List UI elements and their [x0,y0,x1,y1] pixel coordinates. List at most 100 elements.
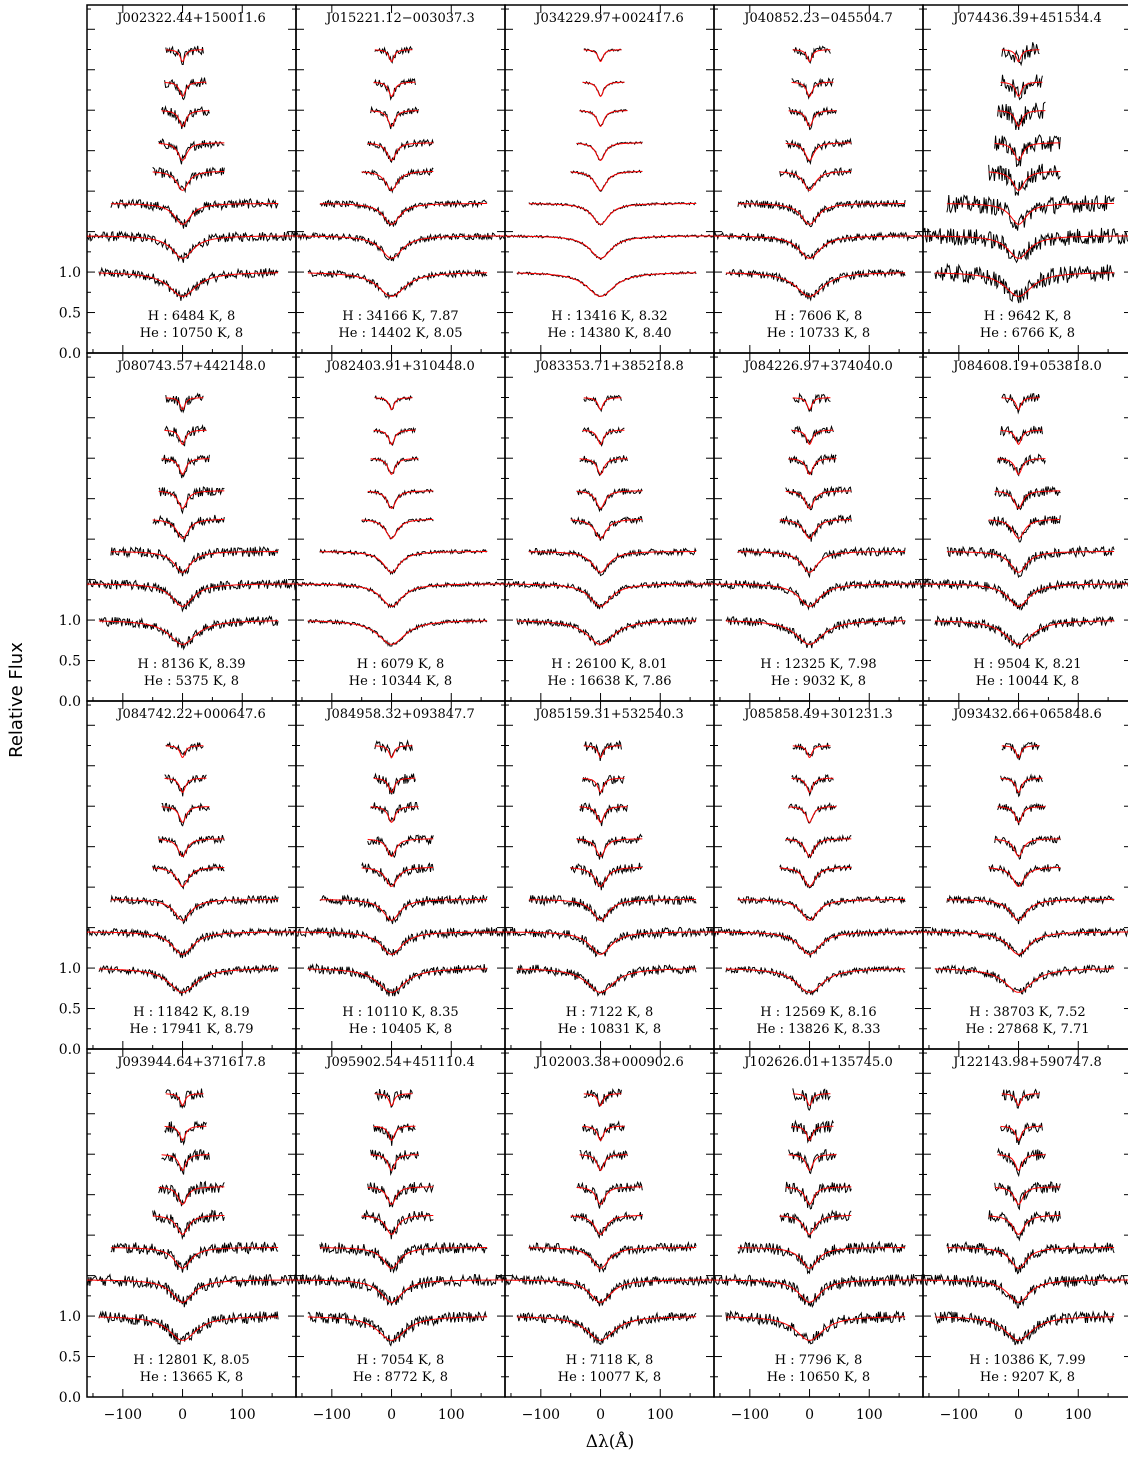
model-spectrum-line [714,583,923,607]
x-tick-label: 100 [856,1407,883,1423]
model-spectrum-line [994,1186,1061,1205]
y-tick-label: 0.5 [59,306,81,322]
panel-title: J080743.57+442148.0 [115,359,265,374]
observed-spectrum-line [295,231,506,262]
model-spectrum-line [997,458,1046,476]
model-spectrum-line [1001,397,1040,411]
model-spectrum-line [934,620,1115,645]
model-spectrum-line [110,203,279,225]
observed-spectrum-line [367,834,434,859]
model-spectrum-line [988,867,1061,887]
observed-spectrum-line [988,1210,1061,1242]
observed-spectrum-line [994,134,1061,167]
x-tick-label: 0 [387,1407,396,1423]
h-fit-label: H : 7054 K, 8 [357,1353,444,1368]
he-fit-label: He : 10077 K, 8 [558,1370,661,1385]
model-spectrum-line [791,81,834,98]
model-spectrum-line [923,235,1128,259]
x-tick-label: −100 [313,1407,351,1423]
model-spectrum-line [367,1186,434,1205]
panel-title: J085858.49+301231.3 [742,707,892,722]
he-fit-label: He : 10344 K, 8 [349,674,452,689]
observed-spectrum-line [528,894,697,923]
model-spectrum-line [110,1247,279,1269]
model-spectrum-line [373,81,416,98]
model-spectrum-line [946,551,1115,573]
he-fit-label: He : 10831 K, 8 [558,1022,661,1037]
model-spectrum-line [582,777,625,794]
observed-spectrum-line [367,1181,434,1208]
observed-spectrum-line [582,426,625,447]
model-spectrum-line [367,838,434,857]
x-tick-label: −100 [940,1407,978,1423]
observed-spectrum-line [319,894,488,925]
y-tick-label: 0.0 [59,1042,81,1058]
he-fit-label: He : 10405 K, 8 [349,1022,452,1037]
panel-title: J084226.97+374040.0 [742,359,892,374]
observed-spectrum-line [579,1149,628,1172]
he-fit-label: He : 14380 K, 8.40 [547,326,671,341]
panel-6: J080743.57+442148.0 H : 8136 K, 8.39 He : … [86,352,297,702]
observed-spectrum-line [516,270,697,298]
model-spectrum-line [779,519,852,539]
model-spectrum-line [737,551,906,573]
model-spectrum-line [373,1125,416,1142]
observed-spectrum-line [98,1310,279,1346]
observed-spectrum-line [946,194,1115,231]
x-tick-label: −100 [731,1407,769,1423]
observed-spectrum-line [713,927,924,958]
model-spectrum-line [319,203,488,225]
model-spectrum-line [164,81,207,98]
model-spectrum-line [934,1316,1115,1341]
panel-14: J085858.49+301231.3 H : 12569 K, 8.16 He :… [713,700,924,1050]
observed-spectrum-line [86,1273,297,1308]
observed-spectrum-line [922,227,1128,264]
h-fit-label: H : 11842 K, 8.19 [133,1005,249,1020]
observed-spectrum-line [164,1120,207,1146]
model-spectrum-line [788,1154,837,1172]
model-spectrum-line [785,1186,852,1205]
observed-spectrum-line [295,1273,506,1307]
observed-spectrum-line [583,739,622,761]
model-spectrum-line [158,1186,225,1205]
observed-spectrum-line [528,547,697,577]
observed-spectrum-line [934,262,1115,304]
model-spectrum-line [791,1125,834,1142]
observed-spectrum-line [988,515,1061,543]
observed-spectrum-line [725,1309,906,1345]
observed-spectrum-line [370,456,419,474]
model-spectrum-line [579,110,628,128]
model-spectrum-line [374,745,413,759]
y-tick-label: 1.0 [59,613,81,629]
observed-spectrum-line [583,1087,622,1108]
observed-spectrum-line [295,926,506,958]
model-spectrum-line [161,806,210,824]
he-fit-label: He : 10650 K, 8 [767,1370,870,1385]
panel-12: J084958.32+093847.7 H : 10110 K, 8.35 He :… [295,700,506,1050]
model-spectrum-line [87,931,296,955]
he-fit-label: He : 16638 K, 7.86 [547,674,671,689]
model-spectrum-line [505,1279,714,1303]
model-spectrum-line [158,142,225,161]
y-tick-label: 0.5 [59,654,81,670]
observed-spectrum-line [1000,74,1043,101]
model-spectrum-line [374,397,413,411]
observed-spectrum-line [110,197,279,229]
x-axis-label: Δλ(Å) [586,1431,635,1452]
observed-spectrum-line [367,488,434,510]
panels-group: J002322.44+150011.6 H : 6484 K, 8 He : 107… [86,4,1128,1398]
h-fit-label: H : 34166 K, 7.87 [342,309,458,324]
he-fit-label: He : 13826 K, 8.33 [756,1022,880,1037]
observed-spectrum-line [713,230,924,261]
model-spectrum-line [570,867,643,887]
model-spectrum-line [779,867,852,887]
model-spectrum-line [528,203,697,225]
model-spectrum-line [87,1279,296,1303]
panel-4: J040852.23−045504.7 H : 7606 K, 8 He : 107… [713,4,924,354]
h-fit-label: H : 38703 K, 7.52 [969,1005,1085,1020]
model-spectrum-line [319,551,488,573]
model-spectrum-line [785,142,852,161]
model-spectrum-line [792,49,831,63]
observed-spectrum-line [1001,1088,1040,1109]
panel-11: J084742.22+000647.6 H : 11842 K, 8.19 He :… [86,700,297,1050]
